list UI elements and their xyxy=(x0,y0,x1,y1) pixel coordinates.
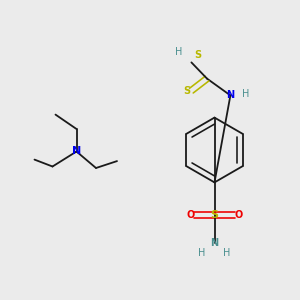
Text: O: O xyxy=(186,209,195,220)
Text: S: S xyxy=(194,50,201,60)
Text: N: N xyxy=(226,90,235,100)
Text: H: H xyxy=(242,89,249,100)
Text: H: H xyxy=(223,248,230,258)
Text: H: H xyxy=(198,248,205,258)
Text: N: N xyxy=(210,238,219,248)
Text: S: S xyxy=(211,209,218,220)
Text: N: N xyxy=(72,146,81,157)
Text: H: H xyxy=(176,47,183,57)
Text: O: O xyxy=(234,209,243,220)
Text: S: S xyxy=(184,85,191,96)
